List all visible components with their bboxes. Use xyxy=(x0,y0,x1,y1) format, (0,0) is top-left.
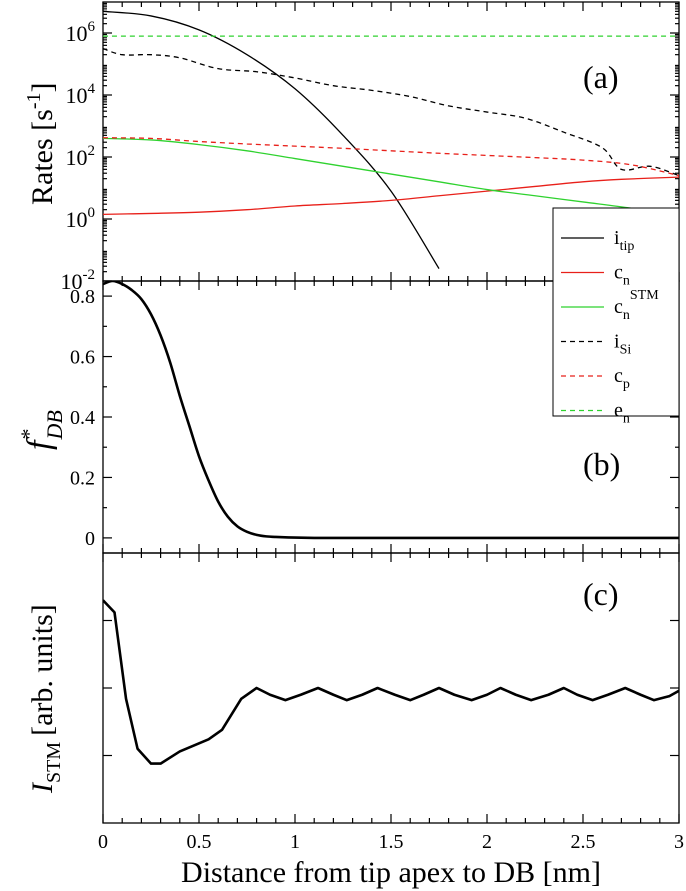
xtick-label-1: 0.5 xyxy=(187,831,212,853)
panel-a-series xyxy=(103,10,679,269)
series-cp xyxy=(103,137,679,177)
b-ytick-label-3: 0.6 xyxy=(70,347,95,369)
b-ytick-label-1: 0.2 xyxy=(70,467,95,489)
legend-label-en: en xyxy=(614,400,630,427)
legend-label-cnstm: cnSTM xyxy=(614,288,659,323)
series-isi xyxy=(103,47,679,177)
a-ytick-label-3: 104 xyxy=(66,81,96,108)
xtick-label-5: 2.5 xyxy=(571,831,596,853)
labels-layer: 10-2 100 102 104 106 0 0.2 0.4 0.6 0.8 0 0.5 1 1.5 2 2.… xyxy=(61,19,685,853)
ylabel-c: ISTM[arb. units] xyxy=(26,604,65,794)
b-ytick-label-2: 0.4 xyxy=(70,407,95,429)
legend-label-isi: iSi xyxy=(614,331,631,358)
legend-box xyxy=(552,207,680,417)
series-itip xyxy=(103,10,440,269)
ylabel-a: Rates [s-1] xyxy=(23,83,59,206)
b-ytick-label-4: 0.8 xyxy=(70,286,95,308)
panel-b-series xyxy=(103,281,679,540)
a-ytick-label-1: 100 xyxy=(66,205,96,232)
legend-label-cp: cp xyxy=(614,365,630,392)
xtick-label-4: 2 xyxy=(482,831,492,853)
a-ytick-label-2: 102 xyxy=(66,143,96,170)
panel-label-a: (a) xyxy=(583,59,619,95)
series-cnstm xyxy=(103,137,679,217)
xtick-label-3: 1.5 xyxy=(379,831,404,853)
legend-label-itip: itip xyxy=(614,227,634,254)
series-cn xyxy=(103,176,679,215)
xtick-label-2: 1 xyxy=(290,831,300,853)
panel-c-series xyxy=(103,599,679,765)
series-istm xyxy=(103,599,679,765)
a-ytick-label-4: 106 xyxy=(66,19,96,46)
panel-label-c: (c) xyxy=(583,576,619,612)
panel-label-b: (b) xyxy=(583,446,620,482)
xtick-label-6: 3 xyxy=(674,831,684,853)
xtick-label-0: 0 xyxy=(98,831,108,853)
b-ytick-label-0: 0 xyxy=(85,528,95,550)
a-ytick-label-0: 10-2 xyxy=(61,267,96,294)
legend-label-cn: cn xyxy=(614,262,630,289)
series-fdb xyxy=(103,281,679,540)
xlabel: Distance from tip apex to DB [nm] xyxy=(181,856,601,889)
ylabel-b: f*DB xyxy=(16,410,67,450)
